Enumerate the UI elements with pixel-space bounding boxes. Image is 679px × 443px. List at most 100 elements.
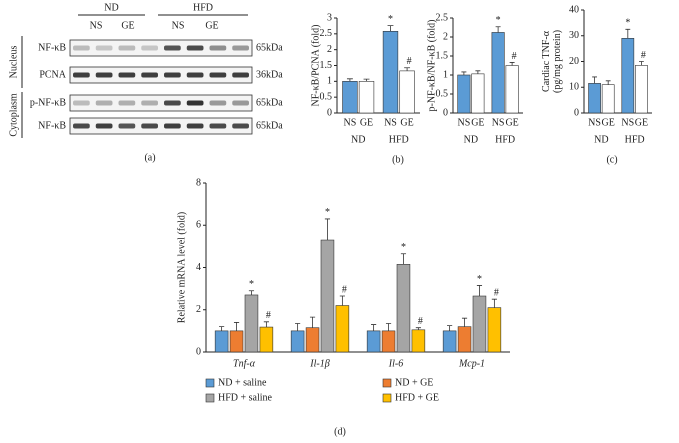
y-tick-label: 2.5 bbox=[320, 28, 333, 39]
y-axis-label: p-NF-κB/NF-κB (fold) bbox=[426, 19, 437, 111]
x-tick-label: Tnf-α bbox=[233, 358, 256, 369]
blot-band bbox=[232, 123, 249, 129]
error-bar bbox=[447, 325, 453, 331]
y-tick-label: 2 bbox=[443, 31, 448, 42]
protein-label: NF-κB bbox=[38, 42, 66, 53]
error-bar bbox=[495, 26, 501, 33]
legend-swatch bbox=[382, 378, 392, 388]
legend-label: HFD + saline bbox=[218, 392, 273, 403]
bar bbox=[396, 264, 411, 353]
legend-swatch bbox=[382, 393, 392, 403]
significance-label: * bbox=[388, 14, 393, 25]
blot-band bbox=[73, 123, 90, 129]
x-tick-label: NS bbox=[492, 117, 505, 128]
x-tick-label: GE bbox=[360, 117, 373, 128]
bar bbox=[411, 329, 426, 353]
blot-band bbox=[186, 45, 204, 51]
size-label: 65kDa bbox=[256, 42, 283, 53]
blot-band bbox=[164, 72, 181, 78]
blot-frame bbox=[69, 39, 253, 57]
panel-label: (c) bbox=[606, 154, 617, 165]
blot-band bbox=[95, 72, 113, 78]
blot-band bbox=[95, 45, 113, 51]
x-tick-label: GE bbox=[400, 117, 413, 128]
y-tick-label: 1 bbox=[327, 76, 332, 87]
x-tick-label: Mcp-1 bbox=[458, 358, 485, 369]
significance-label: * bbox=[249, 279, 254, 290]
x-tick-label: NS bbox=[344, 117, 357, 128]
error-bar bbox=[509, 62, 515, 66]
y-tick-label: 1 bbox=[443, 69, 448, 80]
blot-band bbox=[118, 45, 136, 51]
x-tick-label: NS bbox=[457, 117, 470, 128]
blot-band bbox=[141, 123, 158, 129]
lane-label: GE bbox=[205, 20, 218, 31]
legend-swatch bbox=[205, 393, 215, 403]
bar bbox=[290, 330, 305, 353]
y-tick-label: 3 bbox=[327, 12, 332, 23]
error-bar bbox=[363, 78, 370, 82]
size-label: 36kDa bbox=[256, 69, 283, 80]
y-tick-label: 0.5 bbox=[436, 88, 449, 99]
blot-band bbox=[141, 45, 158, 51]
bar bbox=[621, 38, 635, 114]
blot-band bbox=[209, 123, 227, 129]
error-bar bbox=[324, 218, 331, 241]
significance-label: * bbox=[401, 242, 406, 253]
blot-band bbox=[209, 72, 227, 78]
blot-band bbox=[232, 100, 249, 106]
blot-band bbox=[209, 45, 227, 51]
bar bbox=[382, 30, 399, 114]
panel-label: (a) bbox=[144, 152, 155, 163]
bar bbox=[487, 307, 502, 353]
bar bbox=[381, 330, 396, 353]
group-label: ND bbox=[351, 134, 365, 145]
error-bar bbox=[263, 321, 269, 328]
x-tick-label: GE bbox=[505, 117, 518, 128]
bar bbox=[505, 65, 519, 114]
group-label: ND bbox=[594, 134, 608, 145]
significance-label: # bbox=[494, 287, 499, 298]
bar bbox=[399, 70, 415, 114]
bar bbox=[335, 305, 350, 353]
y-tick-label: 2 bbox=[327, 44, 332, 55]
significance-label: * bbox=[496, 15, 501, 26]
bar bbox=[471, 73, 485, 114]
bar bbox=[214, 330, 229, 353]
blot-band bbox=[95, 123, 113, 129]
blot-group-label: HFD bbox=[193, 2, 213, 13]
bar bbox=[491, 32, 505, 114]
y-tick-label: 0 bbox=[574, 107, 579, 118]
legend-label: ND + GE bbox=[395, 377, 433, 388]
blot-band bbox=[232, 72, 249, 78]
blot-band bbox=[186, 100, 204, 106]
error-bar bbox=[461, 71, 467, 75]
blot-band bbox=[232, 45, 249, 51]
blot-band bbox=[118, 100, 136, 106]
y-tick-label: 1.5 bbox=[436, 50, 449, 61]
error-bar bbox=[639, 61, 644, 66]
error-bar bbox=[461, 317, 468, 327]
error-bar bbox=[339, 295, 345, 306]
y-tick-label: 2.5 bbox=[436, 12, 449, 23]
x-tick-label: GE bbox=[635, 117, 648, 128]
bar bbox=[342, 81, 358, 114]
panel-label: (d) bbox=[334, 426, 346, 437]
lane-label: GE bbox=[121, 20, 134, 31]
bar bbox=[358, 81, 375, 114]
compartment-label: Nucleus bbox=[8, 46, 19, 79]
panel-label: (b) bbox=[392, 154, 404, 165]
x-tick-label: GE bbox=[602, 117, 615, 128]
bar bbox=[229, 330, 244, 353]
significance-label: * bbox=[325, 207, 330, 218]
error-bar bbox=[385, 323, 392, 331]
legend-swatch bbox=[205, 378, 215, 388]
y-tick-label: 0 bbox=[443, 107, 448, 118]
error-bar bbox=[592, 76, 597, 84]
blot-group-label: ND bbox=[104, 2, 118, 13]
bar bbox=[366, 330, 381, 353]
error-bar bbox=[219, 326, 225, 331]
bar bbox=[601, 84, 615, 114]
blot-frame bbox=[69, 66, 253, 84]
blot-band bbox=[95, 100, 113, 106]
